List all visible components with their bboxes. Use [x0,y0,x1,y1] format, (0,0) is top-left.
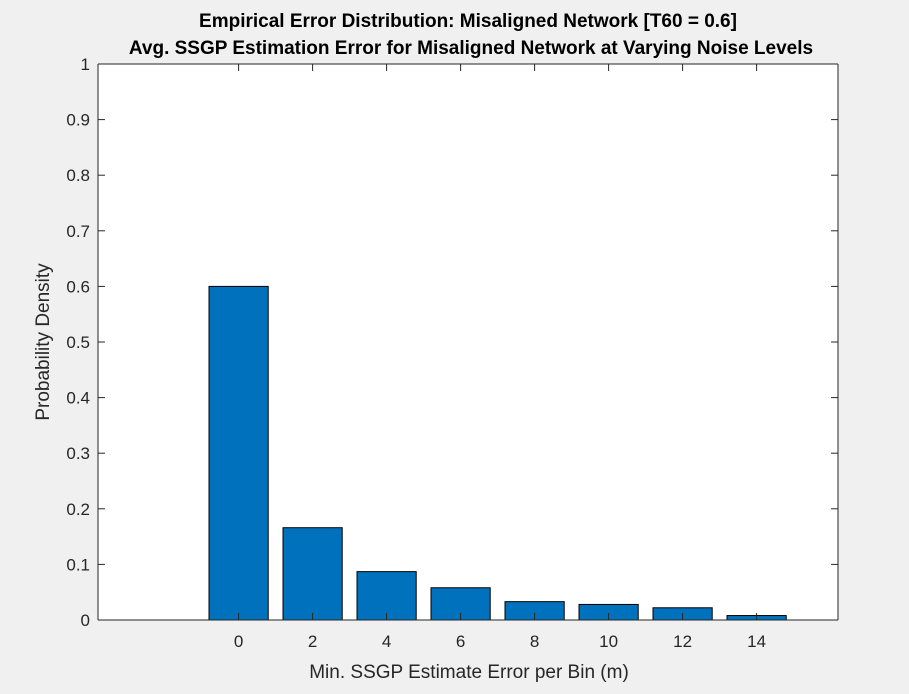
x-tick-label: 14 [747,632,766,651]
x-tick-label: 6 [456,632,465,651]
y-tick-label: 1 [81,55,90,74]
y-tick-label: 0 [81,611,90,630]
chart-title: Empirical Error Distribution: Misaligned… [199,11,737,32]
bar-2 [282,527,343,621]
x-tick-label: 12 [673,632,692,651]
y-tick-label: 0.2 [66,500,90,519]
x-ticks: 0 2 4 6 8 10 12 14 [234,64,766,651]
bars-group [208,285,787,621]
x-tick-label: 4 [382,632,391,651]
y-tick-label: 0.5 [66,333,90,352]
y-tick-label: 0.1 [66,555,90,574]
y-tick-label: 0.8 [66,166,90,185]
y-tick-label: 0.6 [66,277,90,296]
x-axis-label: Min. SSGP Estimate Error per Bin (m) [309,662,629,683]
y-tick-label: 0.3 [66,444,90,463]
bar-0 [208,285,269,621]
x-tick-label: 2 [308,632,317,651]
y-axis-label: Probability Density [33,263,54,421]
x-tick-label: 10 [599,632,618,651]
x-tick-label: 8 [530,632,539,651]
y-tick-label: 0.7 [66,222,90,241]
y-tick-label: 0.4 [66,389,90,408]
x-tick-label: 0 [234,632,243,651]
bar-4 [356,571,417,621]
chart-subtitle: Avg. SSGP Estimation Error for Misaligne… [129,38,813,59]
y-ticks: 0 0.1 0.2 0.3 0.4 0.5 0.6 0.7 0.8 0.9 1 [66,55,838,630]
y-tick-label: 0.9 [66,111,90,130]
